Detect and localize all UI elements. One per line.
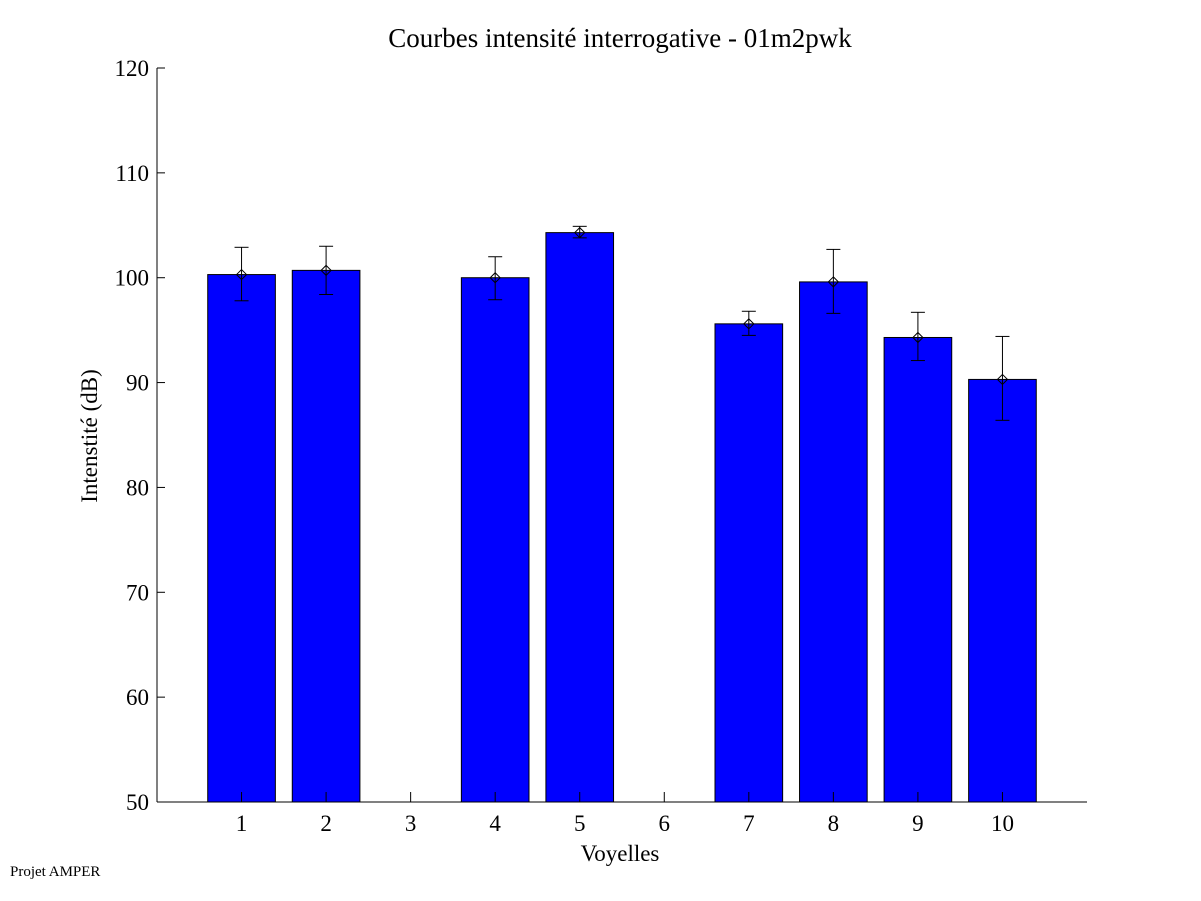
x-tick-label-8: 8 xyxy=(828,811,840,836)
x-tick-label-1: 1 xyxy=(236,811,248,836)
marker-4 xyxy=(489,272,501,284)
footer-label: Projet AMPER xyxy=(10,864,101,880)
y-tick-label-120: 120 xyxy=(115,56,150,81)
x-tick-label-4: 4 xyxy=(489,811,501,836)
y-tick-label-90: 90 xyxy=(126,371,149,396)
x-tick-label-3: 3 xyxy=(405,811,417,836)
y-tick-label-110: 110 xyxy=(115,161,149,186)
chart-title: Courbes intensité interrogative - 01m2pw… xyxy=(388,23,852,53)
marker-10 xyxy=(996,373,1009,386)
marker-1 xyxy=(235,268,248,281)
y-tick-label-100: 100 xyxy=(115,266,150,291)
y-tick-label-70: 70 xyxy=(126,580,149,605)
x-tick-label-9: 9 xyxy=(912,811,924,836)
y-tick-label-60: 60 xyxy=(126,685,149,710)
bar-4 xyxy=(460,277,530,803)
bar-8 xyxy=(799,281,868,803)
marker-8 xyxy=(827,276,840,288)
marker-2 xyxy=(320,264,332,277)
x-tick-label-2: 2 xyxy=(320,811,332,836)
axes-layer: 50 60 70 80 90 100 110 120 1 2 3 4 5 6 7 8 9 10 xyxy=(115,56,1087,836)
bar-5 xyxy=(545,232,615,803)
marker-7 xyxy=(743,318,755,330)
y-axis-label: Intenstité (dB) xyxy=(77,369,102,503)
x-axis-label: Voyelles xyxy=(581,841,660,866)
bar-7 xyxy=(714,323,784,803)
bar-1 xyxy=(207,274,276,803)
x-tick-label-5: 5 xyxy=(574,811,586,836)
bars-layer xyxy=(207,232,1037,803)
bar-9 xyxy=(883,336,953,803)
error-bars-layer xyxy=(234,225,1010,421)
x-tick-label-7: 7 xyxy=(743,811,755,836)
marker-5 xyxy=(574,226,586,239)
marker-9 xyxy=(912,331,924,344)
x-tick-label-6: 6 xyxy=(659,811,671,836)
y-tick-label-50: 50 xyxy=(126,790,149,815)
bar-10 xyxy=(968,378,1037,803)
y-tick-label-80: 80 xyxy=(126,475,149,500)
bar-2 xyxy=(291,269,361,803)
x-tick-label-10: 10 xyxy=(991,811,1014,836)
